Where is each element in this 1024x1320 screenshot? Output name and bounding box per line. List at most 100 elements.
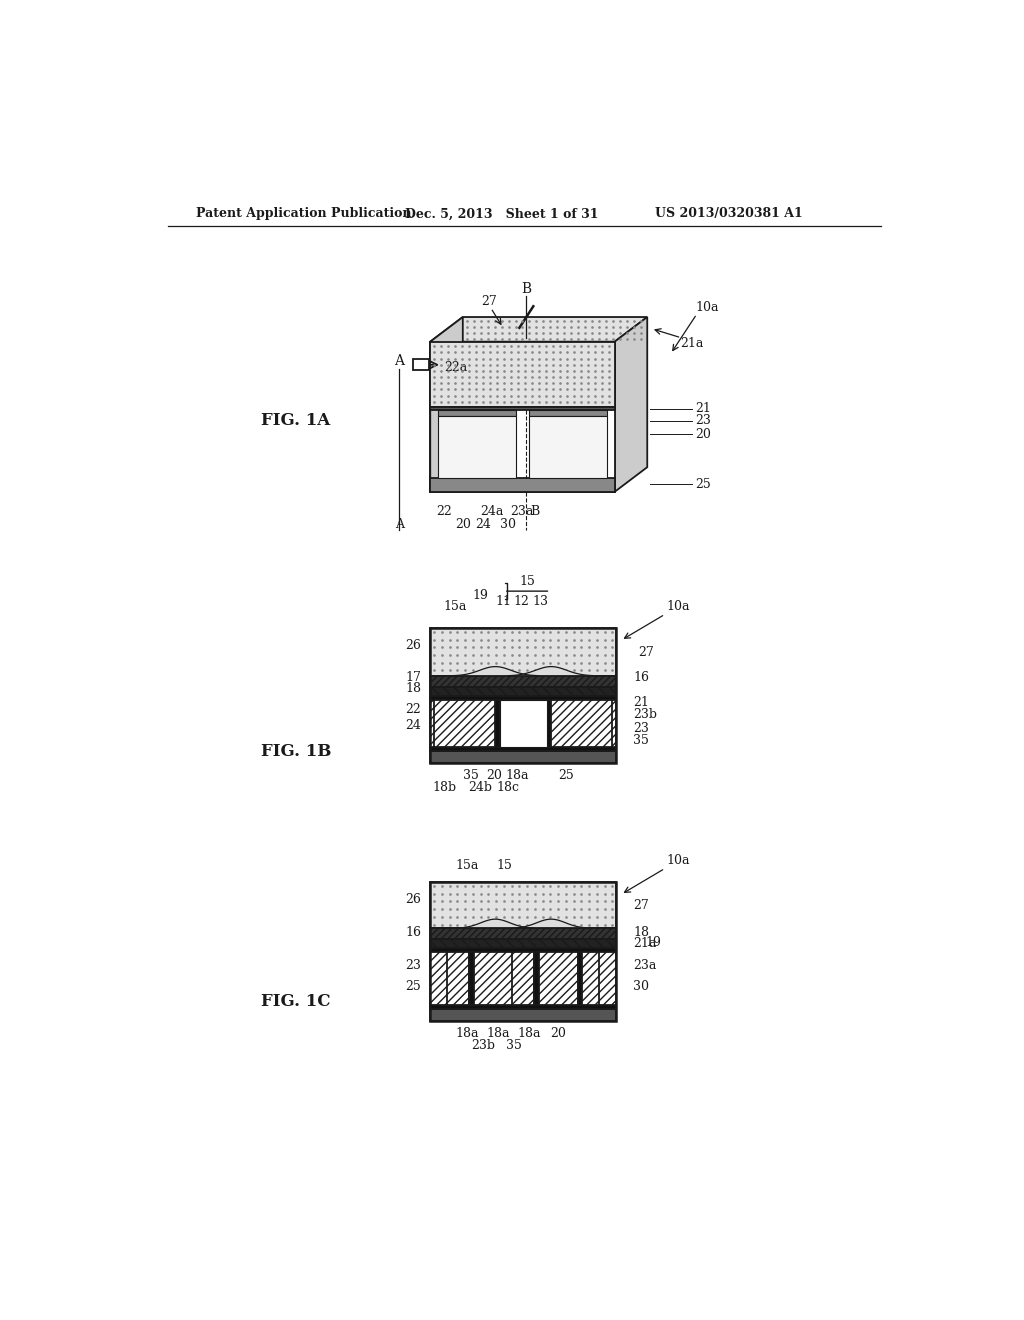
Text: 22: 22 [406, 704, 421, 717]
Text: 23: 23 [633, 722, 649, 735]
Text: 15: 15 [519, 576, 536, 589]
Text: A: A [394, 517, 403, 531]
Text: 18a: 18a [486, 1027, 510, 1040]
Text: 18a: 18a [505, 768, 528, 781]
Polygon shape [614, 317, 647, 492]
Text: 19: 19 [473, 589, 488, 602]
Text: 18a: 18a [518, 1027, 542, 1040]
Bar [430, 1010, 616, 1020]
Text: 25: 25 [695, 478, 711, 491]
Text: 23: 23 [406, 958, 421, 972]
Text: 27: 27 [481, 296, 497, 308]
Text: A: A [394, 354, 404, 368]
Polygon shape [430, 317, 647, 342]
Text: 21: 21 [695, 403, 712, 416]
Text: 26: 26 [406, 892, 421, 906]
Text: 16: 16 [633, 671, 649, 684]
Bar [430, 940, 616, 948]
Bar [578, 952, 599, 1006]
Text: 15a: 15a [443, 601, 467, 612]
Bar [430, 628, 616, 763]
Text: Dec. 5, 2013   Sheet 1 of 31: Dec. 5, 2013 Sheet 1 of 31 [406, 207, 599, 220]
Text: B: B [530, 504, 540, 517]
Polygon shape [430, 317, 463, 492]
Text: 30: 30 [633, 981, 649, 994]
Bar [430, 928, 616, 940]
Text: 10a: 10a [667, 854, 690, 867]
Bar [528, 416, 607, 478]
Text: 16: 16 [406, 925, 421, 939]
Text: 22a: 22a [444, 360, 467, 374]
Bar [430, 751, 616, 763]
Text: 11: 11 [496, 594, 512, 607]
Bar [528, 411, 607, 416]
Text: 35: 35 [506, 1039, 522, 1052]
Text: 35: 35 [633, 734, 649, 747]
Text: 27: 27 [638, 647, 653, 659]
Text: 24: 24 [406, 718, 421, 731]
Text: 35: 35 [463, 768, 478, 781]
Bar [438, 411, 516, 416]
Bar [430, 676, 616, 686]
Bar [430, 342, 614, 492]
Bar [430, 696, 616, 700]
Text: 21a: 21a [633, 936, 656, 949]
Bar [430, 1006, 616, 1010]
Bar [500, 700, 547, 747]
Text: 24a: 24a [480, 504, 504, 517]
Text: FIG. 1A: FIG. 1A [261, 412, 331, 429]
Bar [549, 700, 612, 747]
Text: 13: 13 [532, 594, 548, 607]
Text: 22: 22 [436, 504, 452, 517]
Bar [469, 952, 474, 1006]
Text: 23b: 23b [471, 1039, 495, 1052]
Bar [430, 882, 616, 1020]
Bar [430, 628, 616, 676]
Bar [512, 952, 535, 1006]
Bar [430, 882, 616, 928]
Text: Patent Application Publication: Patent Application Publication [197, 207, 412, 220]
Bar [430, 696, 616, 751]
Text: 12: 12 [514, 594, 529, 607]
Text: 18c: 18c [497, 781, 519, 795]
Bar [438, 416, 516, 478]
Bar [430, 948, 616, 1010]
Bar [430, 686, 616, 696]
Text: 26: 26 [406, 639, 421, 652]
Text: 25: 25 [406, 981, 421, 994]
Text: 23a: 23a [510, 504, 534, 517]
Bar [430, 342, 614, 407]
Bar [430, 686, 616, 689]
Bar [447, 952, 469, 1006]
Text: 15a: 15a [456, 859, 479, 871]
Text: B: B [521, 282, 531, 296]
Bar [496, 700, 500, 747]
Text: US 2013/0320381 A1: US 2013/0320381 A1 [655, 207, 803, 220]
Text: 18b: 18b [432, 781, 457, 795]
Text: 21a: 21a [680, 338, 703, 351]
Text: 18: 18 [633, 925, 649, 939]
Bar [434, 700, 498, 747]
Text: 18: 18 [406, 681, 421, 694]
Text: 18a: 18a [456, 1027, 479, 1040]
Text: 15: 15 [496, 859, 512, 871]
Text: 10a: 10a [695, 301, 719, 314]
Text: 20: 20 [455, 517, 471, 531]
Text: 21: 21 [633, 696, 649, 709]
Bar [430, 747, 616, 751]
Bar [535, 952, 539, 1006]
Text: 30: 30 [500, 517, 516, 531]
Text: 20: 20 [695, 428, 712, 441]
Bar [430, 478, 614, 492]
Text: 23b: 23b [633, 708, 657, 721]
Bar [430, 940, 616, 941]
Text: 20: 20 [485, 768, 502, 781]
Text: 17: 17 [406, 671, 421, 684]
Text: 25: 25 [558, 768, 573, 781]
Text: 20: 20 [550, 1027, 566, 1040]
Text: 23a: 23a [633, 958, 656, 972]
Bar [578, 952, 583, 1006]
Bar [430, 948, 616, 952]
Text: 27: 27 [633, 899, 649, 912]
Bar [430, 407, 614, 411]
